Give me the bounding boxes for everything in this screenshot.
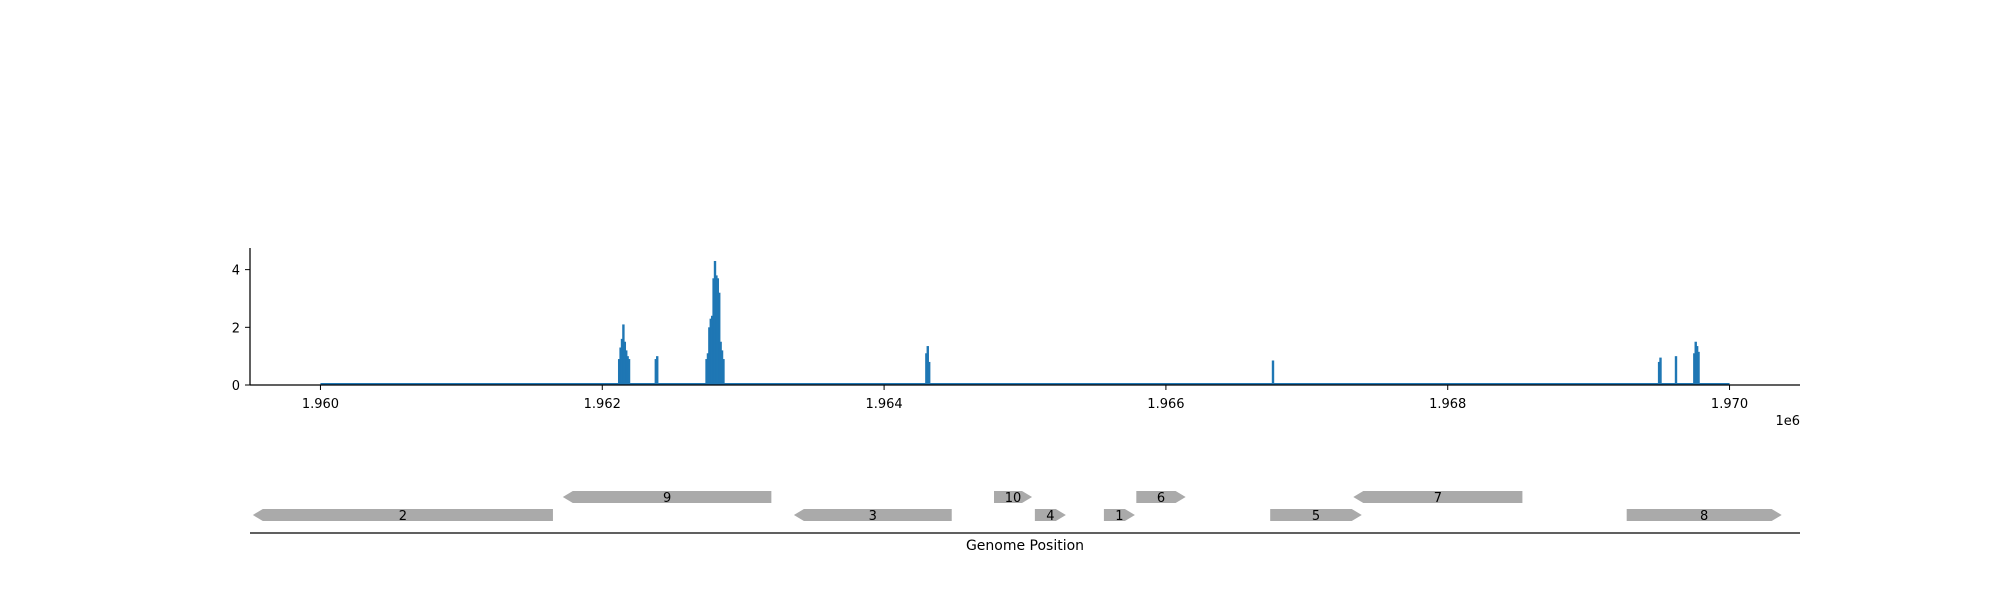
x-axis-label: Genome Position [966,538,1084,554]
coverage-bar [620,338,624,385]
gene-arrow [1626,509,1782,521]
gene-feature: 2 [252,509,553,524]
gene-feature: 9 [562,491,772,506]
gene-feature: 5 [1270,509,1362,524]
coverage-bar [1271,360,1275,385]
gene-feature: 8 [1626,509,1782,524]
y-axis-ticks: 0 2 4 [232,264,250,394]
gene-label: 8 [1700,509,1708,524]
coverage-bar [627,359,631,385]
gene-arrow [793,509,952,521]
coverage-bar [719,341,722,385]
coverage-bar [1674,356,1678,385]
gene-arrow [562,491,772,503]
gene-arrow [1103,509,1135,521]
x-tick-label: 1.968 [1429,397,1466,412]
coverage-bar [927,361,931,385]
x-tick-label: 1.966 [1147,397,1184,412]
coverage-bar [720,350,724,385]
coverage-bar [654,359,658,385]
gene-feature: 10 [994,491,1033,506]
gene-label: 3 [869,509,877,524]
coverage-bar [716,278,720,385]
gene-arrow [1270,509,1362,521]
coverage-bar [712,278,715,385]
coverage-bar [925,353,928,385]
coverage-bar [1694,341,1697,385]
gene-feature: 3 [793,509,952,524]
gene-label: 7 [1434,491,1442,506]
x-axis-ticks: 1.960 1.962 1.964 1.966 1.968 1.970 [302,385,1748,412]
gene-arrow [1034,509,1066,521]
gene-track-panel: 2 9 3 10 4 1 6 5 7 8 Genome Position [250,491,1800,554]
gene-feature: 6 [1136,491,1186,506]
gene-feature: 1 [1103,509,1135,524]
coverage-bar [1697,351,1700,385]
coverage-bar [1657,361,1661,385]
gene-label: 4 [1046,509,1054,524]
gene-arrow [994,491,1033,503]
coverage-bar [710,315,714,385]
coverage-bar [708,327,711,385]
coverage-bar [623,341,627,385]
x-axis-offset-label: 1e6 [1775,414,1800,429]
coverage-bar [718,292,721,385]
coverage-bar [706,353,710,385]
coverage-bar [709,318,712,385]
coverage-bar [1659,357,1662,385]
gene-arrow [1353,491,1523,503]
gene-label: 10 [1005,491,1022,506]
y-tick-label: 2 [232,321,240,336]
coverage-bar [625,350,628,385]
y-tick-label: 0 [232,379,240,394]
gene-feature: 7 [1353,491,1523,506]
coverage-bar [713,260,717,385]
coverage-bar [926,346,929,385]
gene-arrow [252,509,553,521]
coverage-panel: 0 2 4 1.960 1.962 1.964 1.966 1.968 1.970 1e6 [232,248,1800,429]
coverage-bar [617,359,621,385]
x-tick-label: 1.964 [865,397,902,412]
coverage-bar [622,324,625,385]
coverage-bar [626,356,629,385]
gene-label: 2 [399,509,407,524]
gene-label: 9 [663,491,671,506]
coverage-bars [617,260,1700,385]
x-tick-label: 1.970 [1711,397,1748,412]
coverage-bar [722,359,725,385]
coverage-bar [656,356,659,385]
gene-label: 1 [1115,509,1123,524]
coverage-bar [1695,346,1699,385]
gene-features: 2 9 3 10 4 1 6 5 7 8 [252,491,1782,524]
gene-label: 5 [1312,509,1320,524]
x-tick-label: 1.962 [584,397,621,412]
gene-label: 6 [1157,491,1165,506]
gene-arrow [1136,491,1186,503]
x-tick-label: 1.960 [302,397,339,412]
coverage-bar [705,359,708,385]
coverage-bar [1693,353,1696,385]
coverage-bar [715,275,718,385]
gene-feature: 4 [1034,509,1066,524]
coverage-bar [619,347,622,385]
y-tick-label: 4 [232,264,240,279]
